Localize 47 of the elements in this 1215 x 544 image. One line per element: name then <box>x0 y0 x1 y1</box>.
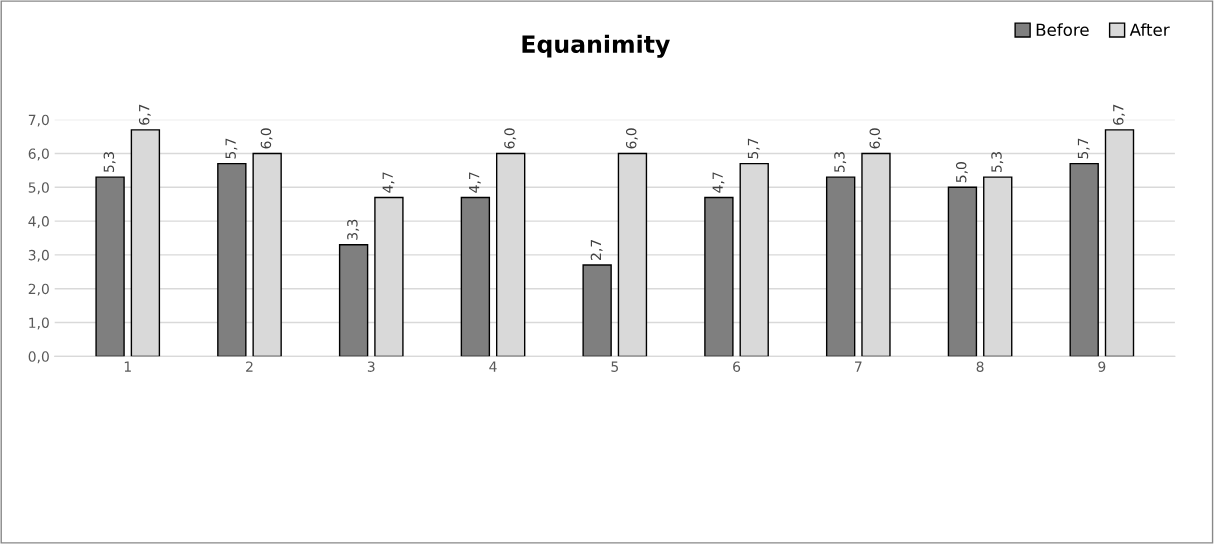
bar <box>338 244 369 357</box>
bar <box>1069 162 1099 357</box>
bar <box>825 176 856 357</box>
data-label: 5,3 <box>834 152 847 173</box>
data-label: 6,7 <box>138 104 151 125</box>
y-tick-label: 0,0 <box>28 351 49 364</box>
y-tick-label: 2,0 <box>28 283 49 296</box>
data-label: 5,3 <box>991 152 1004 173</box>
x-tick-label: 7 <box>855 361 862 372</box>
data-label: 6,7 <box>1113 104 1125 125</box>
data-label: 5,7 <box>747 138 760 159</box>
x-tick-label: 1 <box>124 361 131 372</box>
x-tick-label: 6 <box>733 361 741 372</box>
y-tick-label: 3,0 <box>28 249 49 262</box>
bar <box>582 264 612 357</box>
data-label: 4,7 <box>712 172 725 193</box>
data-label: 6,0 <box>625 128 638 149</box>
data-label: 4,7 <box>382 172 395 193</box>
x-tick-label: 4 <box>489 361 497 372</box>
bar <box>95 176 125 357</box>
data-label: 2,7 <box>590 240 603 260</box>
data-label: 3,3 <box>347 219 360 240</box>
data-label: 6,0 <box>504 128 517 149</box>
data-label: 5,0 <box>955 162 968 183</box>
x-tick-label: 8 <box>976 361 984 372</box>
bar <box>704 196 734 357</box>
data-label: 6,0 <box>869 128 882 149</box>
y-tick-label: 7,0 <box>28 114 49 127</box>
data-label: 5,7 <box>1077 138 1090 159</box>
data-label: 4,7 <box>469 172 481 193</box>
chart-title: Equanimity <box>522 34 670 58</box>
bar <box>217 162 247 357</box>
y-tick-label: 6,0 <box>28 148 49 161</box>
x-tick-label: 3 <box>367 361 375 372</box>
y-tick-label: 4,0 <box>28 216 49 228</box>
y-tick-label: 5,0 <box>28 182 49 195</box>
bar <box>947 186 978 357</box>
legend-label: Before <box>1036 23 1089 37</box>
legend-label: After <box>1129 23 1170 37</box>
data-label: 5,3 <box>103 152 116 173</box>
data-label: 5,7 <box>225 138 238 159</box>
data-label: 6,0 <box>260 128 273 149</box>
x-tick-label: 2 <box>246 361 253 372</box>
bar <box>460 196 491 357</box>
y-tick-label: 1,0 <box>29 317 49 330</box>
x-tick-label: 9 <box>1098 361 1106 372</box>
x-tick-label: 5 <box>611 361 618 372</box>
